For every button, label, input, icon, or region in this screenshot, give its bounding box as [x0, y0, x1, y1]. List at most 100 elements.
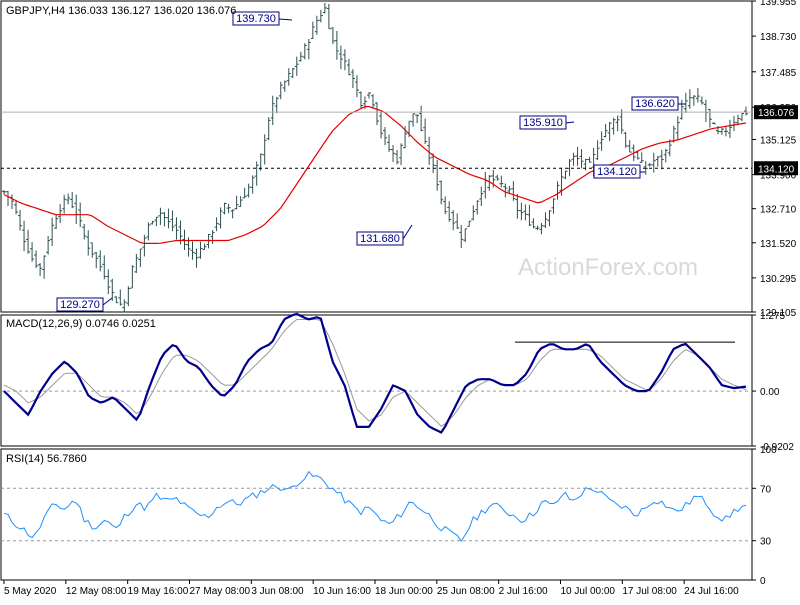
x-tick-label: 12 May 08:00 — [66, 586, 127, 597]
ohlc-bar — [691, 95, 696, 106]
rsi-panel: 100 70 30 0 RSI(14) 56.7860 — [0, 445, 777, 587]
ohlc-bar — [322, 2, 327, 14]
ohlc-bar — [218, 207, 223, 229]
ohlc-bar — [266, 117, 271, 141]
x-tick-label: 18 Jun 00:00 — [375, 586, 433, 597]
price-y-tick-label: 131.520 — [760, 239, 797, 250]
ohlc-bar — [246, 183, 251, 198]
ohlc-bar — [495, 174, 500, 181]
ohlc-bar — [270, 95, 275, 126]
ohlc-bar — [338, 45, 343, 70]
ohlc-bar — [503, 183, 508, 198]
ohlc-bar — [651, 152, 656, 173]
ohlc-bar — [499, 175, 504, 188]
ohlc-bar — [599, 131, 604, 151]
ohlc-bar — [515, 193, 520, 219]
ohlc-bar — [375, 102, 380, 126]
ohlc-bar — [254, 161, 259, 186]
ohlc-bar — [46, 235, 51, 255]
ohlc-bar — [711, 122, 716, 125]
ohlc-bar — [379, 111, 384, 139]
ohlc-bar — [286, 68, 291, 86]
ohlc-bar — [647, 163, 652, 167]
ohlc-bar — [455, 213, 460, 229]
ohlc-bar — [354, 75, 359, 98]
price-y-tick-label: 137.485 — [760, 68, 797, 79]
last-price-badge — [754, 105, 798, 120]
ohlc-bar — [587, 156, 592, 163]
ohlc-bar — [162, 212, 167, 227]
ohlc-bar — [695, 87, 700, 103]
ohlc-bar — [675, 116, 680, 140]
price-annotation: 136.620 — [631, 96, 686, 111]
ohlc-bar — [350, 69, 355, 89]
ohlc-bar — [198, 241, 203, 259]
ohlc-bar — [467, 220, 472, 227]
ohlc-bar — [38, 263, 43, 276]
ohlc-bar — [358, 91, 363, 109]
rsi-y-tick-label: 0 — [760, 576, 766, 587]
ohlc-bar — [655, 156, 660, 167]
price-annotation: 135.910 — [519, 115, 575, 130]
ohlc-bar — [519, 202, 524, 221]
macd-y-tick-label: 1.275 — [760, 311, 785, 322]
svg-text:136.620: 136.620 — [635, 98, 675, 110]
ohlc-bar — [58, 203, 63, 224]
ohlc-bar — [663, 148, 668, 163]
ohlc-bar — [170, 210, 175, 232]
rsi-panel-title: RSI(14) 56.7860 — [6, 453, 87, 465]
x-tick-label: 10 Jul 00:00 — [561, 586, 616, 597]
ohlc-bar — [138, 248, 143, 268]
x-tick-label: 5 May 2020 — [4, 586, 57, 597]
ohlc-bar — [439, 180, 444, 205]
ohlc-bar — [2, 190, 6, 195]
rsi-y-tick-label: 30 — [760, 537, 772, 548]
ohlc-bar — [623, 132, 628, 148]
macd-line — [3, 312, 747, 434]
ohlc-bar — [527, 204, 532, 227]
ohlc-bar — [459, 224, 464, 248]
ohlc-bar — [310, 21, 315, 39]
price-annotation: 131.680 — [356, 224, 413, 246]
ohlc-bar — [535, 225, 540, 231]
ohlc-bar — [54, 214, 59, 229]
price-y-tick-label: 135.125 — [760, 135, 797, 146]
ohlc-bar — [575, 146, 580, 166]
ohlc-bar — [150, 220, 155, 225]
ohlc-bar — [18, 209, 23, 231]
svg-text:134.120: 134.120 — [597, 166, 637, 178]
ohlc-bar — [699, 96, 704, 105]
ohlc-bar — [62, 194, 67, 214]
ohlc-bar — [82, 223, 87, 240]
ohlc-bar — [683, 92, 688, 113]
ohlc-bar — [471, 205, 476, 221]
x-tick-label: 25 Jun 08:00 — [437, 586, 495, 597]
ohlc-bar — [603, 123, 608, 138]
ohlc-bar — [34, 250, 39, 269]
ohlc-bar — [306, 38, 311, 60]
ohlc-bar — [579, 149, 584, 169]
ohlc-bar — [687, 89, 692, 109]
ohlc-bar — [230, 209, 235, 219]
ohlc-bar — [395, 149, 400, 165]
ohlc-bar — [334, 31, 339, 60]
ohlc-bar — [615, 115, 620, 132]
x-tick-label: 19 May 16:00 — [128, 586, 189, 597]
macd-y-tick-label: -0.9202 — [760, 442, 794, 453]
svg-text:139.730: 139.730 — [236, 13, 276, 25]
ohlc-bar — [26, 229, 31, 254]
rsi-y-tick-label: 100 — [760, 445, 777, 456]
ohlc-bar — [22, 220, 27, 252]
ohlc-bar — [66, 193, 71, 205]
ohlc-bar — [370, 94, 375, 109]
ohlc-bar — [595, 140, 600, 161]
price-y-tick-label: 129.105 — [760, 308, 797, 319]
ohlc-bar — [226, 203, 231, 214]
ohlc-bar — [435, 159, 440, 191]
price-panel: ActionForex.com 139.955 138.730 137.485 136.… — [0, 0, 798, 319]
ohlc-bar — [463, 228, 468, 243]
ohlc-bar — [158, 207, 163, 225]
macd-panel-title: MACD(12,26,9) 0.0746 0.0251 — [6, 318, 156, 330]
ohlc-bar — [114, 296, 119, 304]
